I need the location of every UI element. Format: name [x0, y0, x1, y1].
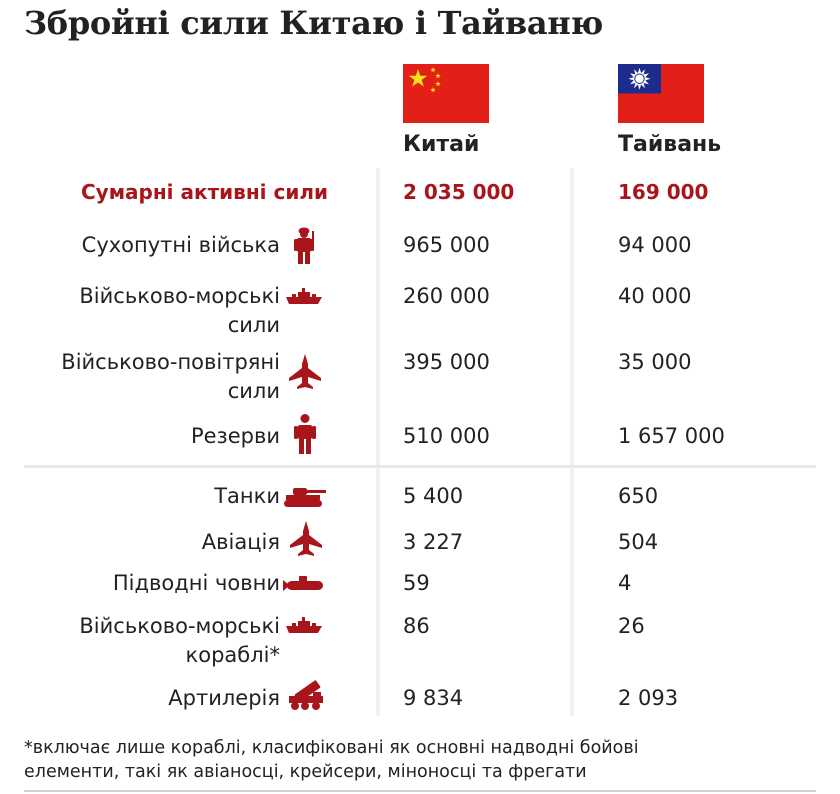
- value-china: 510 000: [403, 424, 490, 448]
- value-china: 5 400: [403, 484, 464, 508]
- value-china: 86: [403, 614, 430, 638]
- value-taiwan: 169 000: [618, 180, 709, 204]
- section-divider: [24, 465, 816, 468]
- value-china: 3 227: [403, 530, 464, 554]
- row-label: Сумарні активні сили: [80, 180, 328, 204]
- value-taiwan: 2 093: [618, 686, 679, 710]
- tank-icon: [284, 488, 326, 507]
- value-taiwan: 26: [618, 614, 645, 638]
- value-china: 2 035 000: [403, 180, 515, 204]
- row-label: Підводні човни: [112, 571, 280, 595]
- rocket-launcher-icon: [289, 680, 323, 710]
- value-china: 395 000: [403, 350, 490, 374]
- value-china: 260 000: [403, 284, 490, 308]
- row-label: Резерви: [190, 424, 280, 448]
- value-taiwan: 94 000: [618, 233, 692, 257]
- row-label: Авіація: [201, 530, 280, 554]
- row-label: Сухопутні війська: [81, 233, 280, 257]
- value-taiwan: 650: [618, 484, 659, 508]
- warship-icon: [286, 288, 322, 304]
- value-taiwan: 504: [618, 530, 659, 554]
- value-china: 59: [403, 571, 430, 595]
- submarine-icon: [283, 576, 323, 591]
- soldier-icon: [294, 227, 314, 264]
- fighter-jet-icon: [289, 354, 321, 389]
- china-flag-icon: [403, 64, 489, 123]
- row-label: Військово-повітряні сили: [61, 350, 280, 403]
- value-china: 9 834: [403, 686, 464, 710]
- column-divider: [376, 168, 380, 716]
- taiwan-flag-icon: [618, 64, 704, 123]
- person-icon: [294, 414, 316, 454]
- bottom-divider: [24, 790, 816, 792]
- row-label: Артилерія: [168, 686, 280, 710]
- value-taiwan: 1 657 000: [618, 424, 725, 448]
- value-taiwan: 40 000: [618, 284, 692, 308]
- column-divider: [570, 168, 574, 716]
- value-china: 965 000: [403, 233, 490, 257]
- warship-icon: [286, 617, 322, 633]
- footnote: *включає лише кораблі, класифіковані як …: [24, 738, 639, 782]
- row-label: Танки: [214, 484, 280, 508]
- value-taiwan: 35 000: [618, 350, 692, 374]
- value-taiwan: 4: [618, 571, 632, 595]
- row-label: Військово-морські кораблі*: [79, 614, 280, 667]
- row-label: Військово-морські сили: [79, 284, 280, 337]
- chart-title: Збройні сили Китаю і Тайваню: [24, 4, 603, 42]
- column-header-taiwan: Тайвань: [618, 132, 722, 157]
- fighter-jet-icon: [290, 521, 322, 556]
- column-header-china: Китай: [403, 132, 480, 157]
